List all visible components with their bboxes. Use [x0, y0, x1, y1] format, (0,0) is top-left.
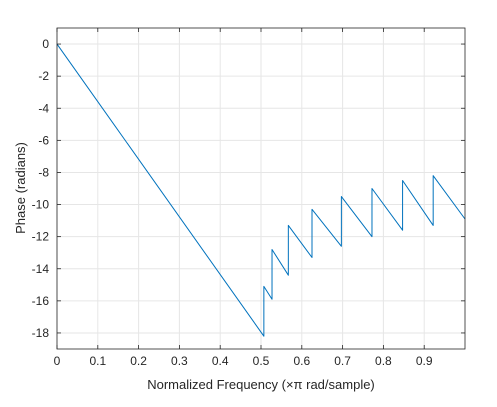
y-tick-label: -8 [38, 165, 49, 179]
grid-layer [56, 28, 465, 349]
y-tick-label: -4 [38, 101, 49, 115]
y-tick-label: -10 [32, 198, 50, 212]
x-tick-label: 0.2 [130, 354, 147, 368]
x-axis-label: Normalized Frequency (×π rad/sample) [147, 377, 375, 392]
y-tick-label: 0 [42, 37, 49, 51]
phase-line-series-0 [56, 43, 466, 337]
tick-layer: 0 0.1 0.2 0.3 0.4 0.5 0.6 0.7 0.8 0.9 0 -2 -4 -6 -8 -10… [32, 28, 465, 368]
x-tick-label: 0.9 [416, 354, 433, 368]
x-tick-label: 0.1 [89, 354, 106, 368]
x-tick-label: 0 [54, 354, 61, 368]
y-tick-label: -6 [38, 133, 49, 147]
y-tick-label: -12 [32, 230, 50, 244]
y-axis-label: Phase (radians) [13, 142, 28, 234]
x-tick-label: 0.5 [253, 354, 270, 368]
y-tick-label: -14 [32, 262, 50, 276]
y-tick-label: -16 [32, 294, 50, 308]
x-tick-label: 0.3 [171, 354, 188, 368]
x-tick-label: 0.8 [375, 354, 392, 368]
y-tick-label: -2 [38, 69, 49, 83]
x-tick-label: 0.7 [334, 354, 351, 368]
x-tick-label: 0.4 [212, 354, 229, 368]
series-layer [56, 43, 466, 337]
y-tick-label: -18 [32, 326, 50, 340]
x-tick-label: 0.6 [293, 354, 310, 368]
